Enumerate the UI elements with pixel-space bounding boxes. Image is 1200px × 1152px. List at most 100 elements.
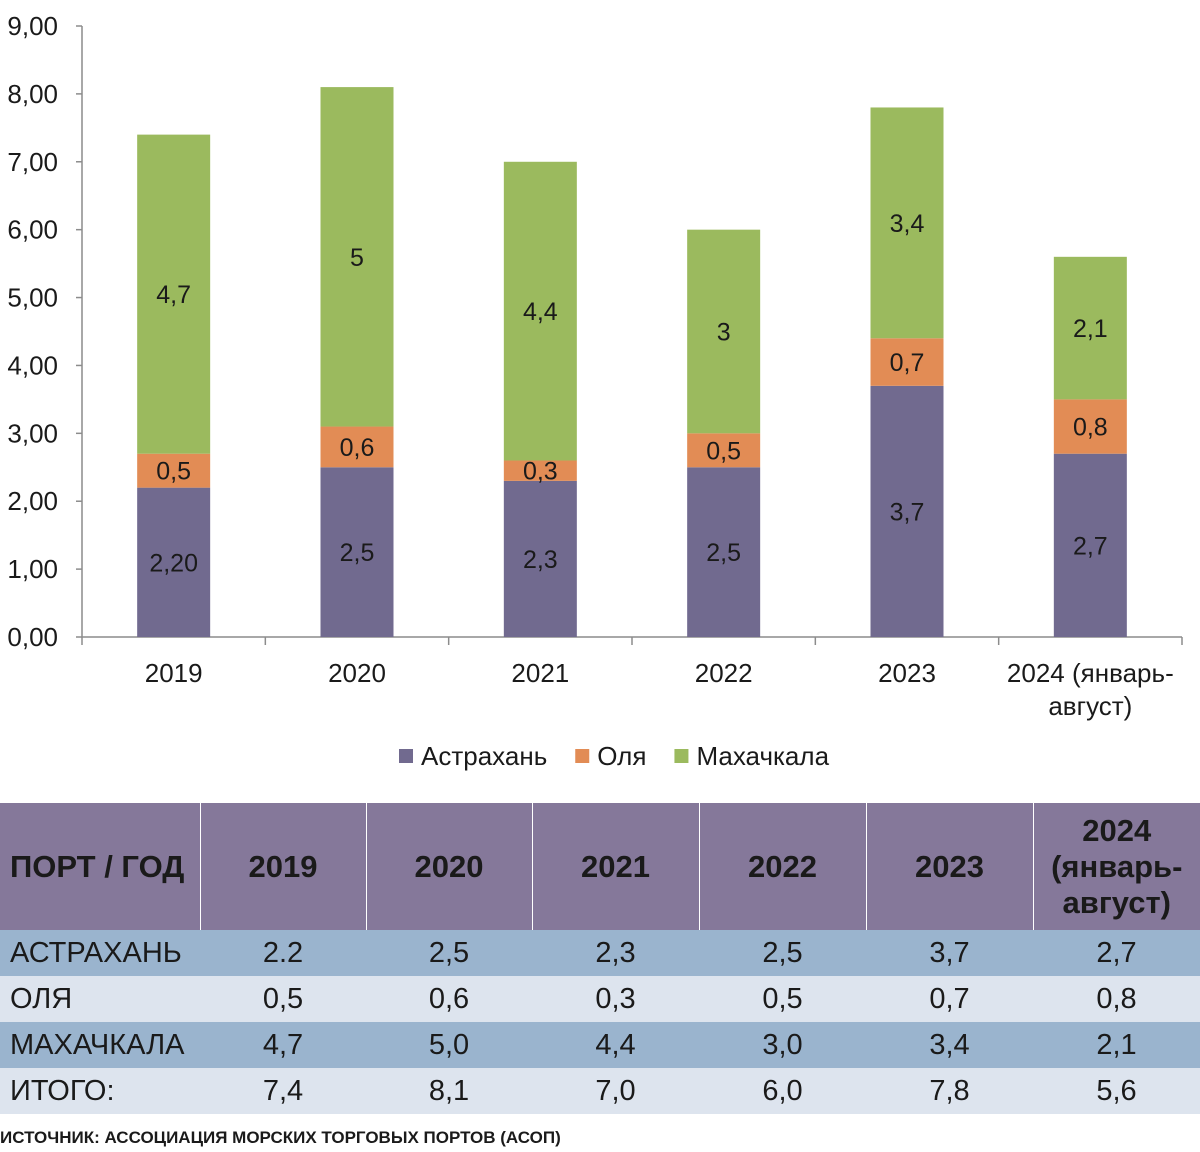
table-header-cell: ПОРТ / ГОД: [0, 803, 200, 930]
table-header-cell: 2021: [531, 803, 699, 930]
data-label: 4,7: [156, 281, 191, 309]
bar-segment: [137, 134, 211, 454]
data-label: 4,4: [523, 298, 558, 326]
bar-segment: [870, 338, 944, 386]
table-cell: 3,4: [866, 1022, 1033, 1068]
data-label: 0,7: [890, 349, 925, 377]
table-row: МАХАЧКАЛА 4,7 5,0 4,4 3,0 3,4 2,1: [0, 1022, 1200, 1068]
stacked-bar-chart: 0,00 1,00 2,00 3,00 4,00 5,00 6,00 7,00 8,00 9,00…: [7, 11, 1183, 771]
bar-segment: [1053, 453, 1127, 637]
data-label: 2,3: [523, 546, 558, 574]
table-cell: 0,6: [366, 976, 532, 1022]
y-tick-label: 4,00: [7, 350, 58, 380]
legend-item: Махачкала: [696, 741, 829, 771]
y-tick-label: 0,00: [7, 622, 58, 652]
table-cell: 2,7: [1033, 930, 1200, 976]
x-tick-label: 2021: [511, 658, 569, 688]
table-cell: 0,5: [699, 976, 866, 1022]
bar-segment: [687, 433, 761, 468]
table-row-label: ОЛЯ: [0, 976, 200, 1022]
data-label: 2,5: [340, 539, 375, 567]
table-header-cell: 2022: [698, 803, 866, 930]
table-body: АСТРАХАНЬ 2.2 2,5 2,3 2,5 3,7 2,7 ОЛЯ 0,5 0,6 0,3 0…: [0, 930, 1200, 1114]
table-cell: 0,7: [866, 976, 1033, 1022]
data-label: 2,7: [1073, 532, 1108, 560]
bar-segment: [503, 460, 577, 481]
bar-segment: [320, 87, 394, 427]
table-cell: 2,5: [366, 930, 532, 976]
data-label: 3: [717, 319, 731, 347]
data-label: 3,4: [890, 210, 925, 238]
y-tick-label: 3,00: [7, 418, 58, 448]
table-cell: 5,0: [366, 1022, 532, 1068]
table-header-cell: 2019: [199, 803, 366, 930]
y-tick-label: 2,00: [7, 486, 58, 516]
table-cell: 4,7: [200, 1022, 366, 1068]
bar-segment: [320, 426, 394, 468]
bar-segment: [137, 453, 211, 488]
bar-segment: [870, 107, 944, 339]
table-cell: 7,0: [532, 1068, 699, 1114]
table-cell: 2,1: [1033, 1022, 1200, 1068]
legend-swatch: [575, 749, 590, 763]
y-tick-label: 7,00: [7, 147, 58, 177]
table-cell: 5,6: [1033, 1068, 1200, 1114]
data-label: 3,7: [890, 498, 925, 526]
legend-swatch: [674, 749, 689, 763]
bar-segment: [870, 385, 944, 637]
bar-segment: [1053, 399, 1127, 454]
data-label: 0,8: [1073, 414, 1108, 442]
table-cell: 2.2: [200, 930, 366, 976]
bar-segment: [320, 467, 394, 637]
table-cell: 0,8: [1033, 976, 1200, 1022]
legend-item: Астрахань: [421, 741, 547, 771]
table-cell: 2,5: [699, 930, 866, 976]
data-label: 0,5: [706, 437, 741, 465]
data-table: ПОРТ / ГОД 2019 2020 2021 2022 2023 2024 (январ…: [0, 803, 1200, 1114]
table-row: АСТРАХАНЬ 2.2 2,5 2,3 2,5 3,7 2,7: [0, 930, 1200, 976]
x-tick-label: 2022: [695, 658, 753, 688]
data-label: 0,3: [523, 458, 558, 486]
x-tick-label: 2024 (январь-: [1007, 658, 1174, 688]
source-note: ИСТОЧНИК: АССОЦИАЦИЯ МОРСКИХ ТОРГОВЫХ ПО…: [0, 1128, 561, 1147]
table-cell: 7,4: [200, 1068, 366, 1114]
table-cell: 0,5: [200, 976, 366, 1022]
table-header-cell: 2020: [365, 803, 532, 930]
table-header-cell: 2023: [865, 803, 1033, 930]
data-label: 5: [350, 244, 364, 272]
y-tick-label: 9,00: [7, 11, 58, 41]
table-cell: 3,0: [699, 1022, 866, 1068]
bar-segment: [503, 161, 577, 461]
y-tick-label: 6,00: [7, 215, 58, 245]
x-tick-label: 2023: [878, 658, 936, 688]
table-cell: 4,4: [532, 1022, 699, 1068]
data-label: 2,1: [1073, 315, 1108, 343]
bar-segment: [137, 487, 211, 637]
table-cell: 7,8: [866, 1068, 1033, 1114]
x-tick-label: август): [1048, 691, 1132, 721]
table-cell: 0,3: [532, 976, 699, 1022]
table-cell: 6,0: [699, 1068, 866, 1114]
x-tick-label: 2020: [328, 658, 386, 688]
data-label: 0,5: [156, 458, 191, 486]
table-row: ОЛЯ 0,5 0,6 0,3 0,5 0,7 0,8: [0, 976, 1200, 1022]
y-tick-label: 1,00: [7, 554, 58, 584]
data-label: 0,6: [340, 434, 375, 462]
table-row: ИТОГО: 7,4 8,1 7,0 6,0 7,8 5,6: [0, 1068, 1200, 1114]
bar-segment: [687, 229, 761, 434]
table-cell: 2,3: [532, 930, 699, 976]
legend-item: Оля: [597, 741, 646, 771]
bar-segment: [687, 467, 761, 637]
bar-segment: [1053, 256, 1127, 400]
x-tick-label: 2019: [145, 658, 203, 688]
table-row-label: ИТОГО:: [0, 1068, 200, 1114]
table-header-row: ПОРТ / ГОД 2019 2020 2021 2022 2023 2024 (январ…: [0, 803, 1200, 930]
table-cell: 3,7: [866, 930, 1033, 976]
y-tick-label: 8,00: [7, 79, 58, 109]
table-cell: 8,1: [366, 1068, 532, 1114]
data-label: 2,20: [149, 549, 198, 577]
table-row-label: АСТРАХАНЬ: [0, 930, 200, 976]
bar-segment: [503, 480, 577, 637]
table-header-cell: 2024 (январь-август): [1032, 803, 1200, 930]
table-row-label: МАХАЧКАЛА: [0, 1022, 200, 1068]
